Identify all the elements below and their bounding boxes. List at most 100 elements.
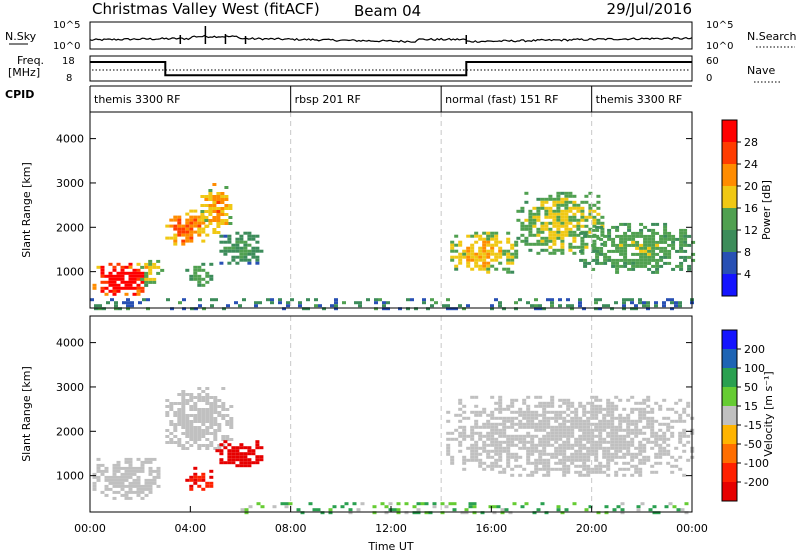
data-cell (286, 304, 290, 308)
data-cell (201, 221, 206, 225)
data-cell (572, 218, 577, 222)
data-cell (680, 508, 685, 512)
data-cell (490, 422, 495, 426)
data-cell (686, 434, 691, 438)
data-cell (630, 410, 635, 414)
cpid-segment-label: themis 3300 RF (94, 93, 181, 106)
data-cell (606, 425, 611, 429)
data-cell (582, 452, 587, 456)
data-cell (212, 219, 217, 222)
data-cell (173, 215, 178, 219)
data-cell (548, 239, 553, 243)
data-cell (146, 298, 150, 302)
data-cell (570, 455, 575, 459)
data-cell (638, 301, 642, 305)
data-cell (687, 234, 692, 238)
data-cell (494, 234, 499, 238)
data-cell (193, 472, 198, 476)
data-cell (386, 301, 390, 305)
data-cell (592, 218, 597, 222)
data-cell (578, 419, 583, 423)
data-cell (197, 227, 202, 231)
data-cell (634, 428, 639, 432)
data-cell (610, 307, 614, 311)
data-cell (136, 481, 141, 485)
data-cell (498, 470, 503, 474)
data-cell (209, 405, 214, 408)
data-cell (586, 416, 591, 420)
data-cell (548, 221, 553, 225)
data-cell (458, 407, 463, 411)
data-cell (634, 434, 639, 438)
data-cell (120, 286, 125, 290)
data-cell (554, 440, 559, 444)
data-cell (205, 447, 210, 450)
data-cell (212, 228, 217, 231)
data-cell (622, 428, 627, 432)
data-cell (177, 218, 182, 222)
data-cell (243, 240, 248, 244)
freq-panel (89, 55, 693, 82)
data-cell (229, 423, 234, 426)
data-cell (470, 258, 475, 262)
data-cell (594, 434, 599, 438)
data-cell (538, 404, 543, 408)
power-y-axis-label: Slant Range [km] (20, 162, 33, 258)
data-cell (626, 422, 631, 426)
data-cell (568, 233, 573, 237)
data-cell (219, 443, 224, 447)
data-cell (209, 396, 214, 399)
data-cell (502, 407, 507, 411)
data-cell (582, 428, 587, 432)
data-cell (194, 307, 198, 311)
data-cell (450, 258, 455, 262)
data-cell (136, 487, 141, 491)
data-cell (193, 265, 198, 269)
data-cell (658, 407, 663, 411)
data-cell (534, 443, 539, 447)
data-cell (586, 422, 591, 426)
data-cell (201, 283, 206, 287)
data-cell (144, 271, 149, 275)
data-cell (223, 446, 228, 450)
data-cell (592, 209, 597, 213)
data-cell (534, 410, 539, 414)
data-cell (520, 206, 525, 210)
data-cell (197, 283, 202, 287)
data-cell (670, 434, 675, 438)
data-cell (128, 487, 133, 491)
data-cell (546, 464, 551, 468)
data-cell (586, 431, 591, 435)
data-cell (231, 258, 236, 262)
data-cell (482, 443, 487, 447)
data-cell (112, 274, 117, 278)
data-cell (136, 493, 141, 497)
data-cell (594, 416, 599, 420)
data-cell (234, 301, 238, 305)
data-cell (189, 487, 194, 491)
data-cell (243, 255, 248, 259)
data-cell (490, 434, 495, 438)
data-cell (116, 274, 121, 278)
nsky-panel (89, 21, 693, 50)
data-cell (224, 219, 229, 222)
data-cell (638, 407, 643, 411)
data-cell (494, 240, 499, 244)
data-cell (638, 470, 643, 474)
data-cell (603, 234, 608, 238)
data-cell (631, 258, 636, 262)
data-cell (651, 264, 656, 268)
data-cell (610, 413, 615, 417)
data-cell (556, 224, 561, 228)
data-cell (630, 473, 635, 477)
data-cell (558, 422, 563, 426)
data-cell (642, 304, 646, 308)
data-cell (564, 508, 569, 512)
data-cell (185, 221, 190, 225)
data-cell (478, 249, 483, 253)
data-cell (498, 443, 503, 447)
data-cell (466, 458, 471, 462)
data-cell (610, 437, 615, 441)
data-cell (514, 422, 519, 426)
data-cell (189, 438, 194, 441)
